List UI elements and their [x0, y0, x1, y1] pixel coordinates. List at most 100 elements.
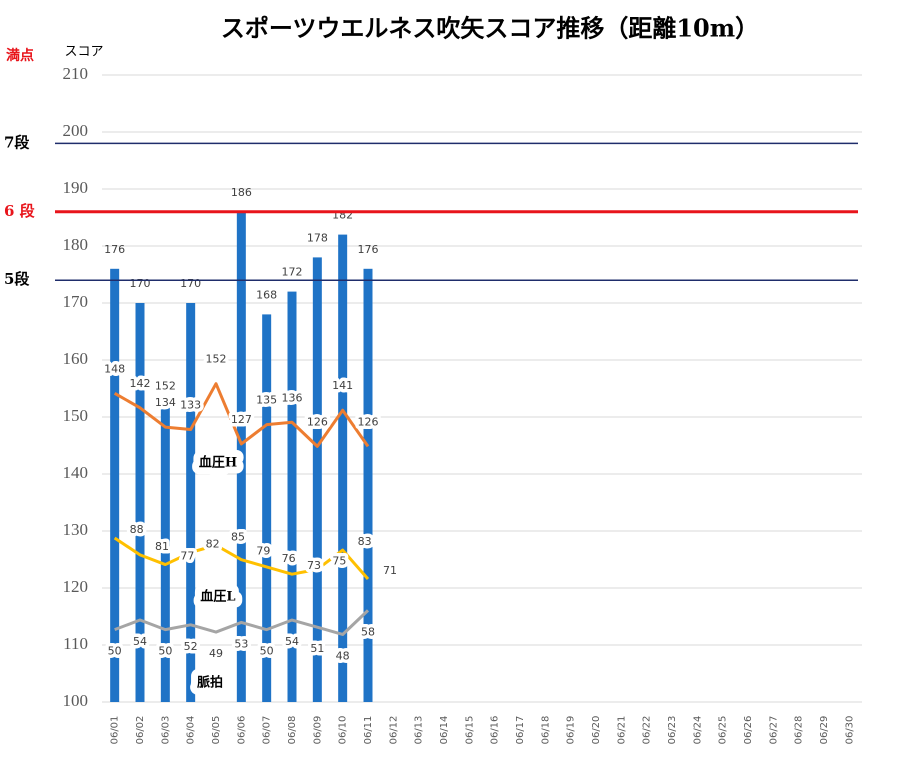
y-tick-label: 170 [63, 292, 89, 311]
bar-value-label: 170 [180, 277, 201, 290]
series-name: 血圧H [199, 455, 237, 471]
line-value-label: 148 [104, 362, 125, 375]
line-value-label: 50 [260, 645, 274, 658]
x-tick-label: 06/28 [794, 716, 805, 745]
bar [110, 268, 120, 702]
reference-label: 7段 [4, 133, 29, 151]
x-tick-label: 06/22 [642, 716, 653, 745]
x-tick-label: 06/09 [312, 716, 323, 745]
bar-value-label: 178 [307, 231, 328, 244]
x-tick-label: 06/30 [844, 716, 855, 745]
bar [186, 303, 196, 702]
annotation: 満点 [6, 47, 34, 64]
x-tick-label: 06/04 [186, 716, 197, 745]
line-value-label: 135 [256, 394, 277, 407]
line-value-label: 82 [206, 537, 220, 550]
y-tick-label: 200 [63, 121, 89, 140]
x-tick-label: 06/10 [338, 716, 349, 745]
bar-value-label: 168 [256, 288, 277, 301]
line-value-label: 88 [130, 523, 144, 536]
x-tick-label: 06/27 [768, 716, 779, 745]
x-tick-label: 06/12 [388, 716, 399, 745]
line-value-label: 76 [282, 552, 296, 565]
bar-value-label: 152 [155, 380, 176, 393]
bar-value-label: 172 [282, 266, 303, 279]
line-value-label: 54 [285, 635, 299, 648]
line-value-label: 142 [130, 377, 151, 390]
x-tick-label: 06/18 [540, 716, 551, 745]
line-value-label: 52 [184, 640, 198, 653]
x-tick-label: 06/13 [414, 716, 425, 745]
line-value-label: 54 [133, 635, 147, 648]
chart-title: スポーツウエルネス吹矢スコア推移（距離10m） [221, 14, 759, 43]
x-tick-label: 06/23 [667, 716, 678, 745]
line-value-label: 133 [180, 398, 201, 411]
line-value-label: 50 [108, 645, 122, 658]
reference-label: 6 段 [4, 202, 35, 220]
y-tick-label: 100 [63, 691, 89, 710]
line-value-label: 81 [155, 540, 169, 553]
y-tick-label: 150 [63, 406, 89, 425]
y-axis-label: スコア [64, 45, 103, 60]
line-value-label: 85 [231, 530, 245, 543]
x-tick-label: 06/01 [110, 716, 121, 745]
y-tick-label: 130 [63, 520, 89, 539]
bar [262, 314, 272, 702]
line-value-label: 152 [206, 353, 227, 366]
x-tick-label: 06/14 [439, 716, 450, 745]
reference-label: 5段 [4, 270, 29, 288]
line-value-label: 75 [332, 554, 346, 567]
x-tick-label: 06/11 [363, 716, 374, 745]
line-value-label: 141 [332, 379, 353, 392]
x-tick-label: 06/03 [160, 716, 171, 745]
x-tick-label: 06/06 [236, 716, 247, 745]
x-tick-label: 06/20 [591, 716, 602, 745]
line-value-label: 58 [361, 625, 375, 638]
line-value-label: 126 [307, 415, 328, 428]
x-tick-label: 06/16 [490, 716, 501, 745]
bar [312, 257, 322, 702]
line-value-label: 49 [209, 647, 223, 660]
line-value-label: 134 [155, 396, 176, 409]
bar [363, 268, 373, 702]
y-tick-label: 210 [63, 64, 89, 83]
bar-value-label: 176 [358, 243, 379, 256]
y-tick-label: 120 [63, 577, 89, 596]
bar [135, 303, 145, 702]
line-value-label: 136 [282, 391, 303, 404]
line-value-label: 73 [307, 559, 321, 572]
x-tick-label: 06/17 [515, 716, 526, 745]
bar [338, 234, 348, 702]
line-value-label: 51 [310, 642, 324, 655]
series-name: 血圧L [200, 589, 235, 605]
line [114, 609, 370, 636]
x-tick-label: 06/02 [135, 716, 146, 745]
x-tick-label: 06/07 [262, 716, 273, 745]
y-tick-label: 190 [63, 178, 89, 197]
x-tick-label: 06/05 [211, 716, 222, 745]
line-value-label: 79 [256, 545, 270, 558]
line [113, 382, 370, 448]
line-value-label: 127 [231, 413, 252, 426]
x-tick-label: 06/19 [566, 716, 577, 745]
bar-value-label: 186 [231, 186, 252, 199]
y-tick-label: 140 [63, 463, 89, 482]
y-tick-label: 110 [63, 634, 88, 653]
line [113, 536, 370, 581]
line-value-label: 48 [336, 649, 350, 662]
line-value-label: 50 [158, 645, 172, 658]
bar [287, 291, 297, 702]
x-tick-label: 06/08 [287, 716, 298, 745]
x-tick-label: 06/24 [692, 716, 703, 745]
series-name: 脈拍 [197, 675, 223, 691]
line-value-label: 71 [383, 564, 397, 577]
bar [236, 211, 246, 703]
bar-value-label: 176 [104, 243, 125, 256]
x-tick-label: 06/29 [819, 716, 830, 745]
x-tick-label: 06/25 [718, 716, 729, 745]
line-value-label: 53 [234, 637, 248, 650]
x-tick-label: 06/15 [464, 716, 475, 745]
y-tick-label: 180 [63, 235, 89, 254]
x-tick-label: 06/26 [743, 716, 754, 745]
